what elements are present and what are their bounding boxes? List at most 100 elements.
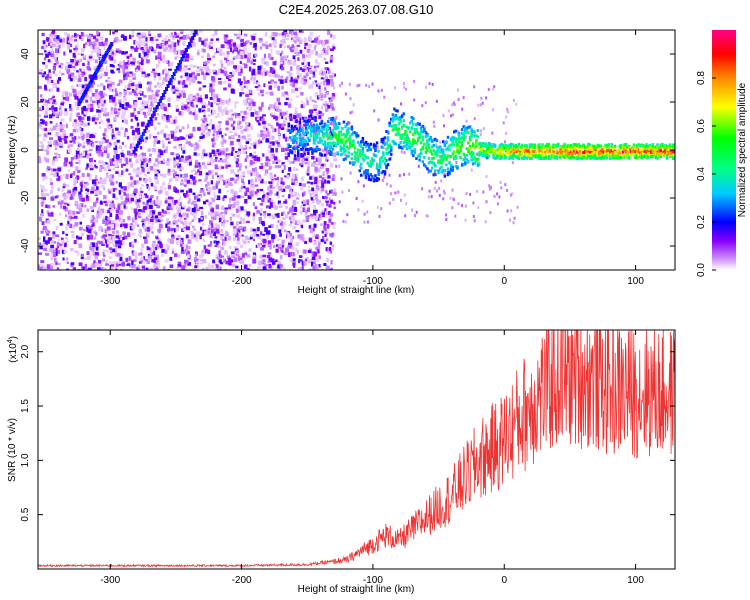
spectrogram-cell xyxy=(224,133,227,136)
spectrogram-cell xyxy=(52,205,56,208)
spectrogram-cell xyxy=(209,204,212,209)
spectrogram-cell xyxy=(102,235,106,238)
spectrogram-cell xyxy=(328,268,332,270)
spectrogram-cell xyxy=(443,172,446,176)
spectrogram-cell xyxy=(48,42,52,46)
spectrogram-cell xyxy=(271,186,276,190)
spectrogram-cell xyxy=(164,35,169,38)
spectrogram-cell xyxy=(321,211,325,215)
spectrogram-cell xyxy=(148,134,152,139)
spectrogram-cell xyxy=(297,117,300,121)
spectrogram-cell xyxy=(132,142,135,147)
spectrogram-cell xyxy=(222,222,225,228)
spectrogram-cell xyxy=(305,97,309,101)
spectrogram-cell xyxy=(295,79,298,83)
spectrogram-cell xyxy=(331,244,335,248)
spectrogram-cell xyxy=(270,184,273,189)
spectrogram-cell xyxy=(200,71,205,75)
spectrogram-cell xyxy=(240,54,244,60)
spectrogram-cell xyxy=(323,70,327,76)
spectrogram-cell xyxy=(188,141,191,146)
spectrogram-cell xyxy=(157,131,160,135)
spectrogram-cell xyxy=(254,53,257,57)
spectrogram-cell xyxy=(124,199,128,204)
spectrogram-cell xyxy=(178,65,182,70)
spectrogram-cell xyxy=(297,154,300,158)
spectrogram-cell xyxy=(50,196,54,201)
spectrogram-cell xyxy=(43,188,48,192)
spectrogram-cell xyxy=(249,193,254,197)
spectrogram-cell xyxy=(464,204,467,208)
spectrogram-cell xyxy=(266,255,271,259)
spectrogram-cell xyxy=(56,79,60,84)
spectrogram-cell xyxy=(157,240,161,244)
spectrogram-cell xyxy=(94,264,97,268)
spectrogram-cell xyxy=(176,207,181,213)
spectrogram-cell xyxy=(65,96,69,102)
spectrogram-cell xyxy=(403,85,405,89)
spectrogram-cell xyxy=(115,216,120,220)
spectrogram-cell xyxy=(77,141,80,145)
spectrogram-cell xyxy=(190,235,194,239)
spectrogram-cell xyxy=(71,210,75,216)
spectrogram-cell xyxy=(86,251,90,255)
spectrogram-cell xyxy=(64,91,68,97)
spectrogram-cell xyxy=(216,195,221,201)
spectrogram-cell xyxy=(63,136,67,141)
spectrogram-cell xyxy=(301,146,305,150)
spectrogram-cell xyxy=(54,145,58,149)
spectrogram-cell xyxy=(97,46,100,52)
spectrogram-cell xyxy=(248,146,252,149)
spectrogram-cell xyxy=(146,260,150,264)
spectrogram-cell xyxy=(325,190,328,194)
spectrogram-cell xyxy=(269,202,273,207)
spectrogram-cell xyxy=(228,204,233,207)
spectrogram-cell xyxy=(301,62,305,65)
spectrogram-cell xyxy=(293,138,297,142)
spectrogram-cell xyxy=(280,115,284,119)
spectrogram-cell xyxy=(289,149,292,152)
spectrogram-cell xyxy=(167,75,171,80)
spectrogram-cell xyxy=(143,163,147,168)
spectrogram-cell xyxy=(472,215,475,218)
spectrogram-cell xyxy=(171,75,175,79)
spectrogram-cell xyxy=(192,267,196,270)
spectrogram-cell xyxy=(161,93,165,97)
spectrogram-cell xyxy=(314,82,319,86)
spectrogram-cell xyxy=(275,105,280,111)
spectrogram-cell xyxy=(153,139,157,145)
spectrogram-cell xyxy=(172,160,177,165)
spectrogram-cell xyxy=(291,161,295,164)
spectrogram-cell xyxy=(294,110,298,116)
spectrogram-cell xyxy=(221,205,225,211)
spectrogram-cell xyxy=(342,132,346,136)
spectrogram-cell xyxy=(344,125,347,129)
spectrogram-cell xyxy=(288,244,293,249)
spectrogram-cell xyxy=(223,87,227,91)
spectrogram-cell xyxy=(43,248,47,252)
spectrogram-cell xyxy=(322,172,325,176)
spectrogram-cell xyxy=(265,138,270,143)
spectrogram-cell xyxy=(242,42,247,47)
spectrogram-cell xyxy=(369,142,372,146)
spectrogram-cell xyxy=(144,221,147,224)
spectrogram-cell xyxy=(154,203,157,206)
spectrogram-cell xyxy=(236,253,240,257)
spectrogram-cell xyxy=(136,180,139,184)
spectrogram-cell xyxy=(513,216,516,220)
spectrogram-cell xyxy=(150,182,154,187)
spectrogram-cell xyxy=(86,143,89,146)
spectrogram-cell xyxy=(318,264,321,268)
spectrogram-cell xyxy=(259,89,264,94)
spectrogram-cell xyxy=(118,239,121,245)
spectrogram-cell xyxy=(94,255,98,260)
spectrogram-cell xyxy=(48,39,52,43)
spectrogram-cell xyxy=(246,112,249,116)
spectrogram-cell xyxy=(266,162,271,167)
spectrogram-cell xyxy=(145,267,149,270)
spectrogram-cell xyxy=(229,183,233,186)
spectrogram-cell xyxy=(155,220,158,223)
spectrogram-cell xyxy=(210,208,214,213)
spectrogram-cell xyxy=(137,132,141,135)
spectrogram-cell xyxy=(311,151,314,155)
